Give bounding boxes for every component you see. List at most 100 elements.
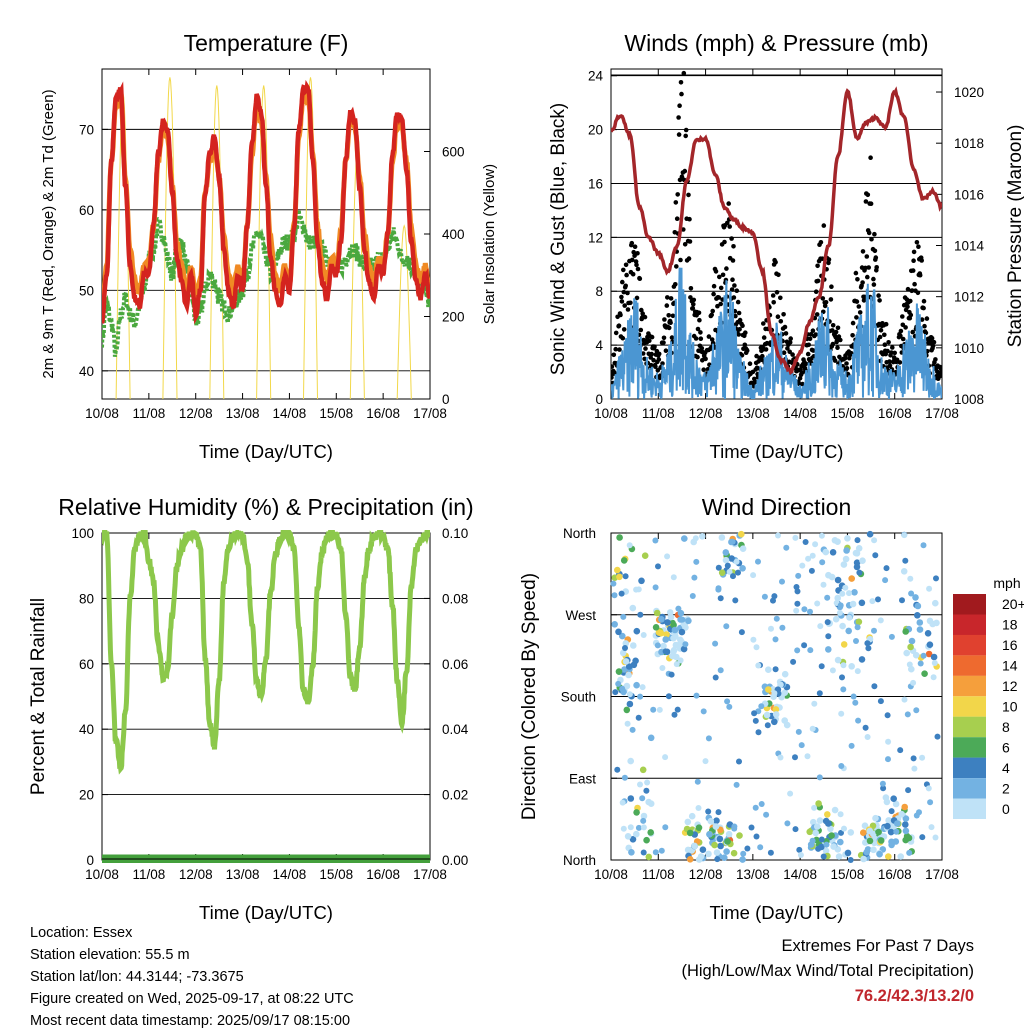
y-tick-label: 0 bbox=[595, 392, 603, 407]
x-tick-label: 16/08 bbox=[366, 867, 400, 882]
direction-point bbox=[768, 625, 774, 632]
gust-point bbox=[673, 282, 678, 287]
gust-point bbox=[855, 277, 860, 282]
direction-point bbox=[855, 717, 862, 724]
direction-point bbox=[670, 621, 677, 629]
x-tick-label: 16/08 bbox=[366, 406, 400, 421]
direction-point bbox=[630, 642, 637, 649]
direction-point bbox=[866, 827, 874, 835]
direction-point bbox=[630, 661, 638, 669]
direction-point bbox=[767, 849, 774, 856]
gust-point bbox=[611, 364, 615, 369]
direction-point bbox=[721, 854, 728, 861]
direction-point bbox=[624, 720, 631, 727]
y-tick-label: North bbox=[563, 853, 596, 868]
direction-point bbox=[723, 848, 730, 855]
gust-point bbox=[670, 313, 676, 319]
direction-point bbox=[674, 706, 681, 713]
y-tick-label: 16 bbox=[588, 176, 603, 191]
gust-point bbox=[853, 270, 859, 276]
y-tick-label: 50 bbox=[79, 283, 94, 298]
direction-point bbox=[626, 691, 633, 698]
direction-point bbox=[906, 661, 913, 668]
direction-point bbox=[717, 595, 724, 602]
extremes-box: Extremes For Past 7 Days (High/Low/Max W… bbox=[681, 934, 974, 1009]
gust-point bbox=[668, 320, 673, 326]
direction-point bbox=[831, 806, 839, 814]
direction-point bbox=[633, 586, 640, 593]
gust-point bbox=[830, 341, 836, 347]
colorbar-label: 2 bbox=[1002, 780, 1010, 796]
direction-point bbox=[684, 818, 692, 826]
direction-point bbox=[830, 843, 837, 850]
direction-point bbox=[677, 657, 684, 664]
gust-point bbox=[898, 333, 903, 339]
direction-point bbox=[699, 846, 707, 853]
gust-point bbox=[710, 308, 715, 314]
x-tick-label: 12/08 bbox=[689, 406, 723, 421]
y-tick-label-right: 0.02 bbox=[442, 788, 468, 803]
direction-point bbox=[824, 619, 831, 626]
gust-point bbox=[734, 288, 740, 294]
direction-point bbox=[678, 628, 686, 636]
direction-point bbox=[787, 790, 794, 797]
gust-point bbox=[709, 337, 715, 342]
direction-point bbox=[834, 576, 842, 584]
direction-point bbox=[738, 530, 745, 538]
direction-point bbox=[647, 829, 654, 836]
direction-point bbox=[892, 800, 900, 808]
direction-point bbox=[712, 640, 719, 647]
direction-point bbox=[916, 619, 924, 626]
colorbar-swatch bbox=[953, 798, 986, 819]
direction-point bbox=[625, 671, 632, 679]
gust-point bbox=[916, 244, 921, 249]
x-tick-label: 12/08 bbox=[689, 867, 723, 882]
direction-point bbox=[905, 834, 913, 842]
y-tick-label: 4 bbox=[595, 338, 603, 353]
direction-point bbox=[623, 706, 631, 714]
direction-point bbox=[897, 747, 904, 754]
gust-point bbox=[886, 340, 891, 345]
direction-point bbox=[817, 623, 824, 630]
gust-point bbox=[860, 249, 866, 254]
direction-point bbox=[864, 734, 871, 740]
y-tick-label: 20 bbox=[588, 123, 603, 138]
direction-point bbox=[882, 794, 890, 801]
direction-point bbox=[731, 823, 738, 830]
direction-point bbox=[695, 824, 703, 831]
colorbar-label: 20+ bbox=[1002, 596, 1024, 612]
direction-point bbox=[621, 774, 628, 781]
direction-point bbox=[618, 590, 625, 597]
direction-point bbox=[933, 619, 940, 627]
gust-point bbox=[710, 340, 716, 346]
direction-point bbox=[816, 690, 823, 697]
gust-point bbox=[649, 351, 654, 357]
gust-point bbox=[622, 303, 627, 308]
direction-point bbox=[663, 631, 670, 638]
gust-point bbox=[908, 298, 913, 304]
gust-point bbox=[621, 267, 626, 273]
gust-point bbox=[730, 258, 736, 263]
gust-point bbox=[887, 363, 893, 369]
direction-point bbox=[804, 753, 811, 760]
direction-point bbox=[736, 758, 742, 765]
direction-point bbox=[911, 765, 918, 772]
gust-point bbox=[835, 325, 841, 331]
gust-point bbox=[872, 248, 878, 254]
direction-point bbox=[771, 593, 778, 600]
extremes-subtitle: (High/Low/Max Wind/Total Precipitation) bbox=[681, 962, 974, 980]
direction-point bbox=[691, 574, 698, 581]
direction-point bbox=[858, 656, 866, 663]
gust-point bbox=[690, 306, 696, 311]
direction-point bbox=[908, 590, 915, 597]
direction-point bbox=[875, 596, 881, 603]
gust-point bbox=[718, 285, 724, 291]
direction-point bbox=[763, 811, 770, 818]
direction-point bbox=[770, 597, 776, 604]
direction-point bbox=[794, 647, 801, 654]
gust-point bbox=[686, 256, 692, 261]
y-tick-label-right: 1014 bbox=[954, 239, 985, 254]
direction-point bbox=[885, 756, 891, 763]
gust-point bbox=[911, 258, 916, 264]
direction-point bbox=[664, 619, 671, 626]
